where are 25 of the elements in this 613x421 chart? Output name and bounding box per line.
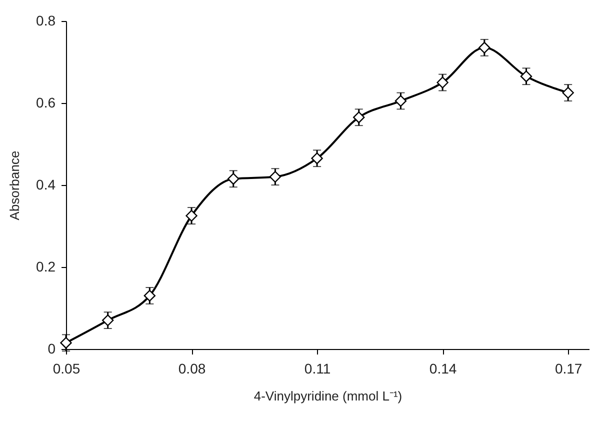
point [436,76,448,88]
y-tick-label: 0.2 [36,258,56,274]
x-tick-label: 0.14 [429,360,457,376]
point [353,112,365,124]
y-axis-title: Absorbance [7,150,22,220]
point [478,42,490,54]
point [394,95,407,107]
point [60,337,72,349]
point [562,86,574,99]
y-tick-label: 0.4 [36,176,56,192]
point [520,70,532,82]
point [144,290,156,302]
x-tick-label: 0.17 [554,360,582,376]
y-tick-label: 0.6 [36,94,56,110]
point [311,152,323,164]
y-tick-label: 0 [48,340,56,356]
x-tick-label: 0.11 [304,360,331,376]
x-tick-label: 0.08 [178,360,206,376]
x-axis-title: 4-Vinylpyridine (mmol L⁻¹) [254,388,402,404]
point [269,170,282,183]
point [228,173,240,185]
point [186,210,198,222]
x-tick-label: 0.05 [52,360,80,376]
y-tick-label: 0.8 [36,12,56,28]
point [102,314,114,326]
